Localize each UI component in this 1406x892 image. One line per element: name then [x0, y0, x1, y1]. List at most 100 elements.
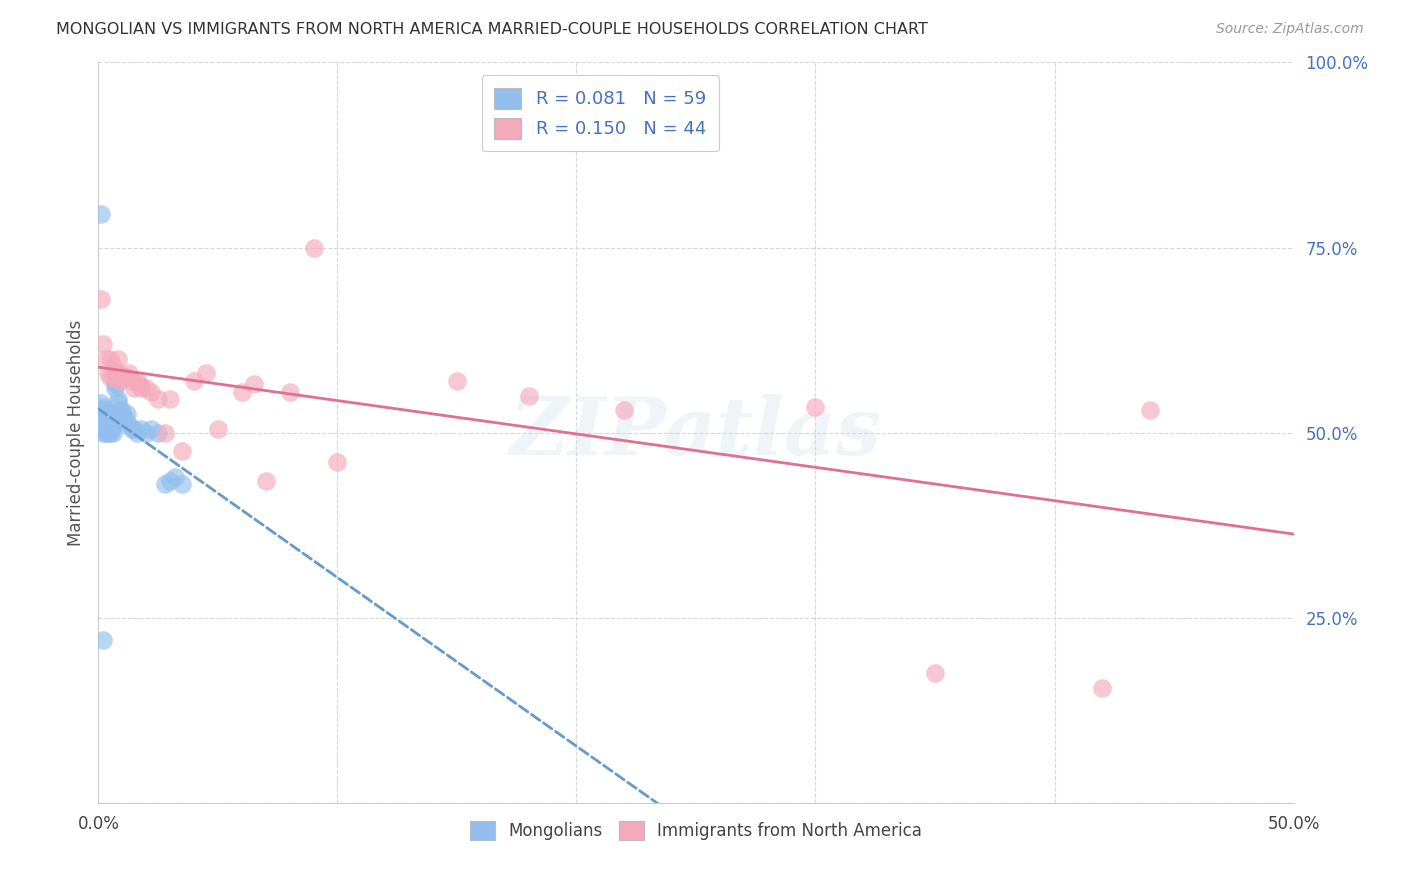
Text: Source: ZipAtlas.com: Source: ZipAtlas.com	[1216, 22, 1364, 37]
Point	[128, 377, 150, 392]
Point	[148, 392, 170, 407]
Point	[135, 425, 157, 440]
Point	[98, 422, 122, 436]
Point	[115, 370, 138, 384]
Point	[613, 403, 636, 417]
Point	[97, 367, 120, 381]
Point	[254, 474, 277, 488]
Point	[148, 425, 170, 440]
Point	[94, 407, 117, 421]
Point	[114, 410, 136, 425]
Point	[139, 422, 162, 436]
Point	[111, 370, 134, 384]
Point	[90, 403, 112, 417]
Point	[121, 374, 143, 388]
Point	[101, 370, 124, 384]
Point	[91, 403, 114, 417]
Point	[243, 377, 266, 392]
Point	[104, 381, 127, 395]
Point	[94, 418, 117, 433]
Point	[114, 370, 136, 384]
Point	[104, 367, 127, 381]
Point	[278, 384, 301, 399]
Point	[111, 403, 134, 417]
Point	[98, 370, 122, 384]
Point	[90, 293, 112, 307]
Point	[101, 359, 124, 373]
Point	[97, 415, 120, 429]
Point	[207, 422, 229, 436]
Point	[94, 415, 117, 429]
Point	[131, 422, 153, 436]
Point	[104, 377, 127, 392]
Point	[90, 410, 112, 425]
Point	[107, 351, 129, 366]
Point	[111, 410, 134, 425]
Point	[155, 477, 177, 491]
Point	[1139, 403, 1161, 417]
Point	[159, 392, 181, 407]
Point	[94, 403, 117, 417]
Point	[172, 444, 194, 458]
Point	[108, 403, 131, 417]
Text: MONGOLIAN VS IMMIGRANTS FROM NORTH AMERICA MARRIED-COUPLE HOUSEHOLDS CORRELATION: MONGOLIAN VS IMMIGRANTS FROM NORTH AMERI…	[56, 22, 928, 37]
Point	[104, 374, 127, 388]
Point	[94, 410, 117, 425]
Point	[565, 85, 588, 99]
Point	[302, 240, 325, 255]
Point	[90, 396, 112, 410]
Point	[108, 374, 131, 388]
Point	[111, 407, 134, 421]
Point	[125, 374, 148, 388]
Point	[101, 425, 124, 440]
Point	[97, 422, 120, 436]
Y-axis label: Married-couple Households: Married-couple Households	[66, 319, 84, 546]
Point	[1091, 681, 1114, 695]
Point	[91, 407, 114, 421]
Point	[91, 336, 114, 351]
Point	[94, 422, 117, 436]
Point	[195, 367, 218, 381]
Point	[91, 415, 114, 429]
Text: ZIPatlas: ZIPatlas	[510, 394, 882, 471]
Point	[121, 422, 143, 436]
Point	[97, 425, 120, 440]
Legend: Mongolians, Immigrants from North America: Mongolians, Immigrants from North Americ…	[460, 811, 932, 850]
Point	[172, 477, 194, 491]
Point	[90, 418, 112, 433]
Point	[91, 410, 114, 425]
Point	[94, 351, 117, 366]
Point	[101, 415, 124, 429]
Point	[446, 374, 468, 388]
Point	[107, 392, 129, 407]
Point	[101, 422, 124, 436]
Point	[98, 407, 122, 421]
Point	[90, 207, 112, 221]
Point	[124, 381, 146, 395]
Point	[107, 367, 129, 381]
Point	[91, 425, 114, 440]
Point	[115, 407, 138, 421]
Point	[118, 367, 141, 381]
Point	[517, 388, 540, 402]
Point	[98, 415, 122, 429]
Point	[107, 396, 129, 410]
Point	[98, 351, 122, 366]
Point	[231, 384, 253, 399]
Point	[131, 381, 153, 395]
Point	[101, 418, 124, 433]
Point	[135, 381, 157, 395]
Point	[94, 425, 117, 440]
Point	[804, 400, 827, 414]
Point	[91, 632, 114, 647]
Point	[97, 407, 120, 421]
Point	[118, 418, 141, 433]
Point	[108, 407, 131, 421]
Point	[159, 474, 181, 488]
Point	[98, 418, 122, 433]
Point	[155, 425, 177, 440]
Point	[183, 374, 205, 388]
Point	[98, 425, 122, 440]
Point	[326, 455, 349, 469]
Point	[125, 425, 148, 440]
